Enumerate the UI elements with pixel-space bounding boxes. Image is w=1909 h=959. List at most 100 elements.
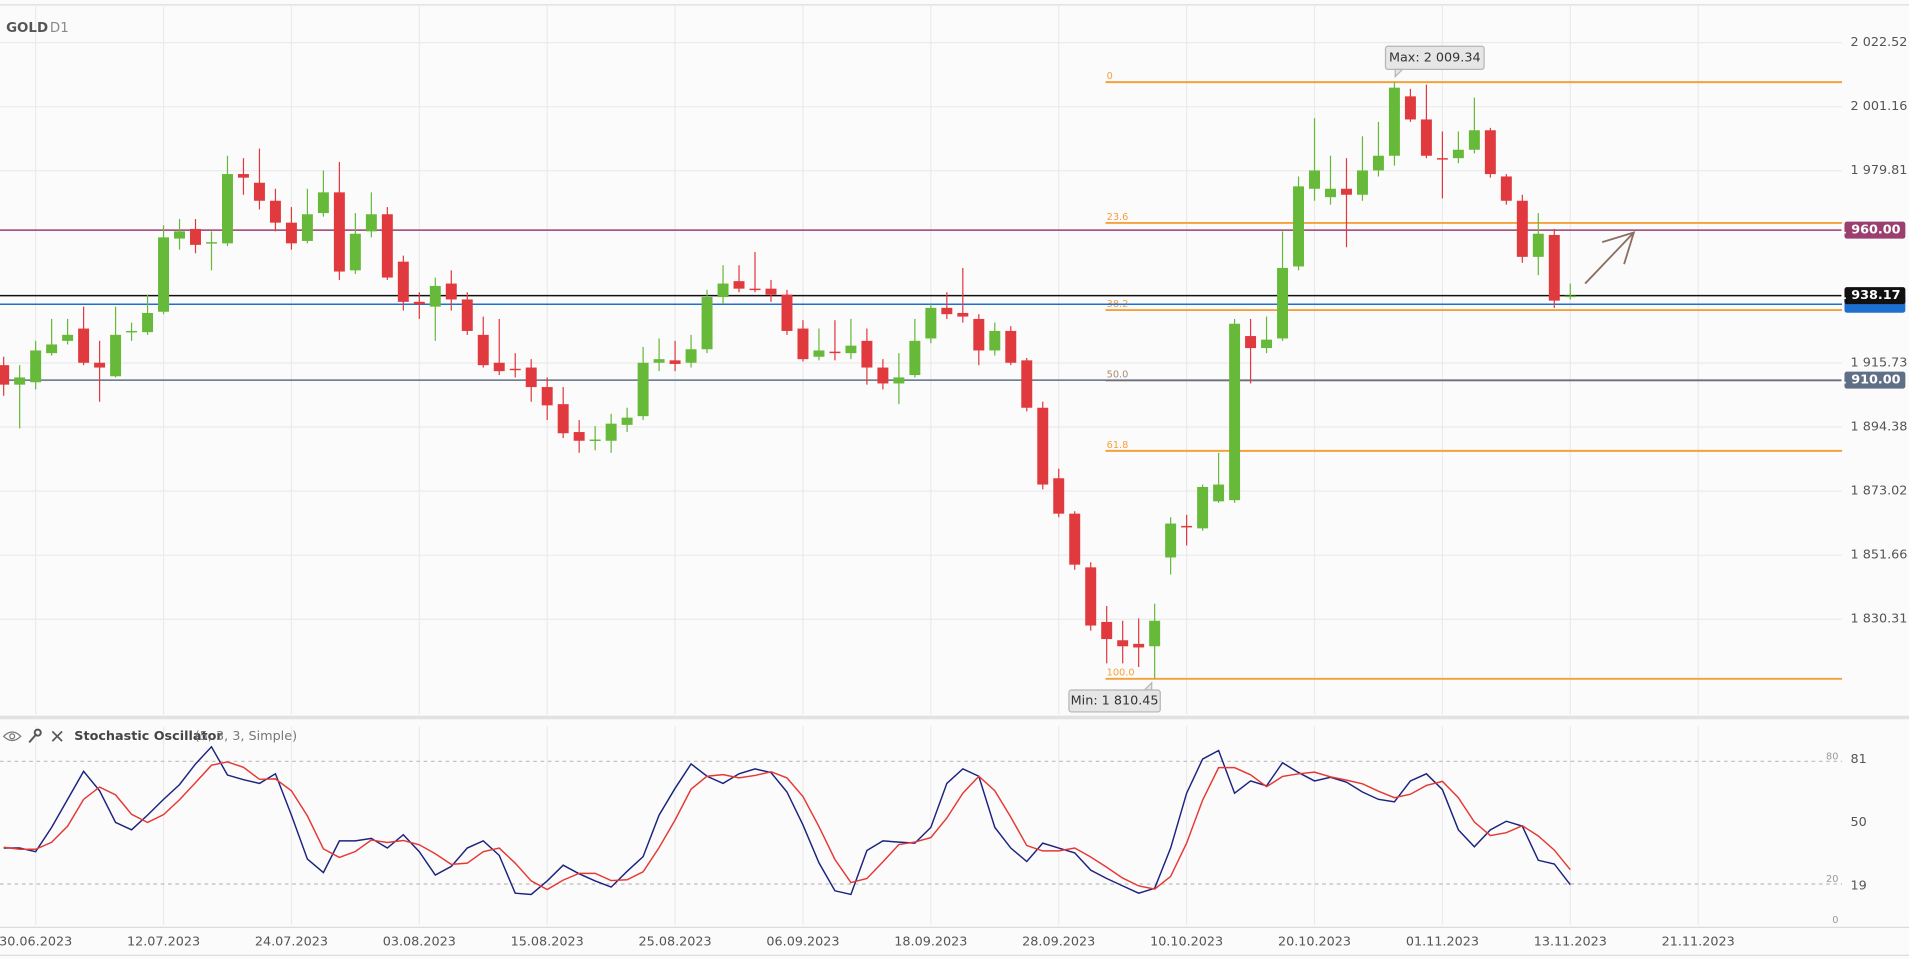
candle-body [158,237,170,312]
candle-body [381,214,393,278]
x-tick-label: 18.09.2023 [894,934,967,949]
min-callout: Min: 1 810.45 [1068,681,1161,713]
candle-body [397,261,409,302]
settings-icon[interactable] [28,728,42,744]
timeframe: D1 [50,21,69,36]
x-tick-label: 25.08.2023 [639,934,712,949]
candle-body [253,182,265,201]
candle-body [1420,119,1432,156]
candle-body [1356,170,1368,195]
candle-body [349,233,361,271]
fib-label: 0 [1107,71,1113,82]
level-label: 80 [1826,751,1838,762]
candle-body [1341,188,1352,195]
candle-body [301,214,313,241]
y-tick-label: 1 894.38 [1851,420,1908,435]
candle-body [413,301,425,305]
candle-body [1325,188,1336,198]
candle-body [957,312,969,317]
level-label-box [1844,371,1906,389]
candle-body [1452,149,1464,159]
y-tick-label: 2 001.16 [1851,99,1908,114]
level-label-box [1844,287,1906,305]
candle-body [445,283,457,300]
candle-body [333,192,345,272]
candle-body [1053,478,1065,514]
candle-body [1404,96,1416,120]
y-tick-label: 2 022.52 [1851,35,1908,50]
candle-body [1021,360,1033,408]
symbol: GOLD [6,21,48,36]
fib-label: 23.6 [1107,212,1129,223]
candle-body [669,360,681,364]
candle-body [1085,567,1097,626]
candle-body [110,334,122,377]
x-tick-label: 28.09.2023 [1022,934,1095,949]
x-tick-label: 10.10.2023 [1150,934,1223,949]
candle-body [749,288,761,291]
candle-body [1213,484,1225,502]
candle-body [877,367,889,384]
indicator-params: (5, 3, 3, Simple) [195,729,297,744]
y-tick-label: 1 873.02 [1851,484,1908,499]
candle-body [269,200,281,223]
candle-body [1133,643,1145,648]
oscillator-line [3,745,1571,896]
candle-body [429,285,441,307]
candle-body [1181,525,1193,528]
candles [0,82,1576,679]
candle-body [1037,407,1049,485]
candle-body [813,350,825,357]
candle-body [1309,170,1320,189]
x-tick-label: 21.11.2023 [1662,934,1735,949]
eye-icon[interactable] [2,731,22,742]
level-label: 1 938.17 [1838,288,1901,303]
candle-body [621,417,633,425]
candle-body [174,231,185,239]
candle-body [605,423,617,441]
candle-body [1293,186,1305,267]
max-label: Max: 2 009.34 [1389,50,1481,65]
x-tick-label: 03.08.2023 [383,934,456,949]
candle-body [797,328,809,360]
x-tick-label: 13.11.2023 [1534,934,1607,949]
indicator-title: Stochastic Oscillator [74,729,223,744]
candle-body [781,294,793,331]
candle-body [1165,523,1177,558]
candle-body [1484,130,1496,175]
candle-body [1005,330,1017,363]
min-label: Min: 1 810.45 [1071,693,1159,708]
y-tick-label: 81 [1851,752,1867,767]
level-label: 1 910.00 [1838,373,1901,388]
candle-body [1197,486,1209,529]
x-tick-label: 06.09.2023 [766,934,839,949]
candle-body [861,340,873,368]
candle-body [1564,295,1576,298]
candle-body [46,344,58,354]
candle-body [509,368,521,371]
candle-body [1277,267,1289,339]
candle-body [701,297,713,350]
close-icon[interactable] [51,730,63,742]
candle-body [477,334,489,366]
y-tick-label: 19 [1851,879,1867,894]
candle-body [925,307,937,339]
candle-body [637,362,649,417]
level-label: 0 [1832,915,1838,926]
candle-body [733,281,745,289]
candle-body [493,362,505,372]
candle-body [893,377,905,384]
y-tick-label: 1 851.66 [1851,548,1908,563]
candle-body [78,328,90,363]
price-levels: 1 960.00 1 938.17 1 910.00 [0,221,1906,389]
candle-body [221,174,233,244]
candle-body [206,242,217,244]
y-tick-label: 50 [1851,815,1867,830]
level-label-box [1844,221,1906,239]
candle-body [1372,155,1384,171]
candle-body [14,377,26,385]
oscillator-line [3,761,1571,891]
